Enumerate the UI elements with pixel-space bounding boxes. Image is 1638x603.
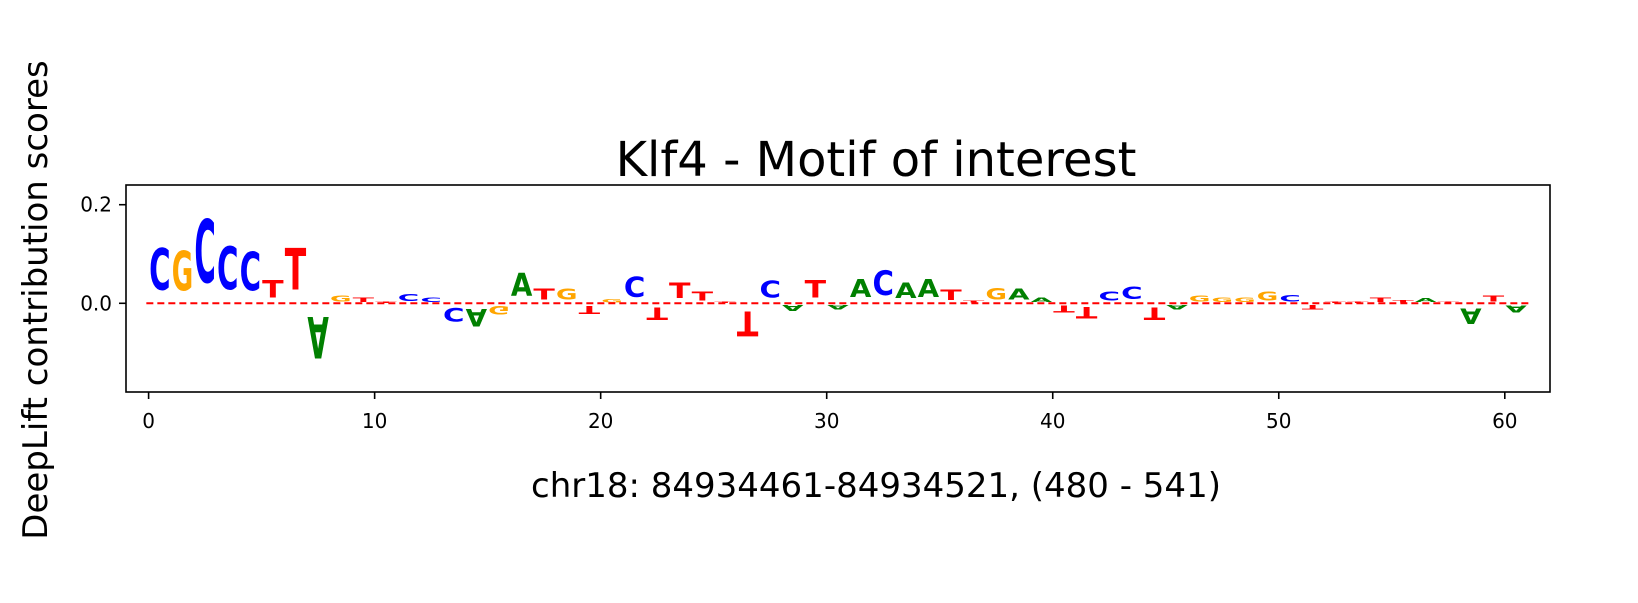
x-tick-label: 30	[814, 409, 839, 433]
logo-letter: G	[1234, 296, 1255, 303]
logo-letter: G	[556, 287, 577, 304]
logo-letter: C	[872, 265, 893, 303]
x-axis: 0 10 20 30 40 50 60	[142, 392, 1518, 433]
logo-letter: C	[217, 235, 238, 303]
logo-letter: A	[1505, 303, 1526, 314]
logo-letter: C	[1121, 284, 1142, 304]
logo-letter: T	[1483, 295, 1505, 304]
logo-letters: CGCCCTTAGTTCCCAGATGTGCTTTTTCATAACAATTGAA…	[149, 204, 1527, 371]
logo-letter: T	[285, 236, 307, 303]
logo-letter: T	[646, 303, 668, 322]
x-tick-label: 0	[142, 409, 155, 433]
logo-letter: T	[669, 279, 691, 303]
logo-letter: G	[172, 240, 193, 304]
logo-letter: G	[985, 285, 1006, 303]
logo-letter: T	[737, 303, 759, 342]
logo-letter: C	[420, 296, 441, 303]
logo-letter: A	[850, 274, 872, 304]
logo-letter: C	[1099, 289, 1120, 304]
logo-letter: T	[692, 289, 714, 304]
logo-letter: T	[262, 275, 284, 304]
logo-letter: T	[1325, 301, 1348, 303]
logo-letter: A	[466, 303, 488, 331]
logo-letter: T	[714, 302, 737, 303]
logo-letter: G	[1257, 289, 1278, 304]
logo-letter: G	[1212, 296, 1233, 303]
logo-letter: T	[375, 301, 398, 303]
logo-letter: C	[759, 278, 780, 304]
x-tick-label: 60	[1492, 409, 1517, 433]
y-axis: 0.0 0.2	[80, 193, 126, 315]
chart-title: Klf4 - Motif of interest	[616, 132, 1137, 188]
y-tick-label: 0.2	[80, 193, 112, 217]
logo-letter: A	[1008, 286, 1030, 303]
logo-letter: T	[1302, 303, 1324, 310]
logo-letter: T	[805, 275, 827, 304]
logo-letter: A	[782, 303, 804, 312]
logo-letter: A	[1460, 303, 1481, 328]
logo-letter: T	[1392, 299, 1414, 303]
logo-letter: A	[895, 279, 916, 304]
logo-letter: G	[488, 303, 509, 317]
logo-letter: T	[533, 286, 555, 303]
x-tick-label: 10	[362, 409, 387, 433]
logo-letter: A	[827, 303, 849, 311]
logo-letter: T	[353, 297, 375, 304]
x-tick-label: 20	[588, 409, 613, 433]
x-axis-title: chr18: 84934461-84934521, (480 - 541)	[531, 466, 1221, 506]
logo-letter: G	[601, 299, 622, 304]
logo-letter: A	[1415, 298, 1437, 304]
logo-letter: A	[511, 267, 532, 304]
logo-letter: T	[1053, 303, 1075, 314]
logo-letter: C	[240, 242, 261, 304]
logo-letter: T	[1076, 303, 1097, 322]
x-tick-label: 40	[1040, 409, 1065, 433]
logo-letter: C	[149, 237, 170, 304]
logo-letter: T	[579, 303, 600, 316]
logo-letter: C	[624, 272, 645, 304]
logo-letter: C	[194, 204, 215, 304]
logo-letter: A	[1031, 296, 1053, 304]
logo-letter: A	[307, 303, 329, 370]
plot-area-frame	[125, 184, 1551, 393]
logo-letter: C	[398, 293, 419, 304]
y-axis-title: DeepLift contribution scores	[16, 60, 56, 539]
logo-letter: C	[1279, 294, 1300, 304]
y-tick-label: 0.0	[80, 291, 112, 315]
logo-letter: T	[940, 287, 962, 304]
logo-letter: A	[1166, 303, 1188, 311]
logo-letter: T	[1370, 296, 1392, 303]
logo-letter: G	[330, 294, 351, 303]
logo-letter: T	[963, 300, 986, 303]
logo-letter: T	[1144, 303, 1166, 322]
x-tick-label: 50	[1266, 409, 1291, 433]
logo-letter: C	[443, 303, 464, 325]
logo-letter: A	[918, 274, 940, 304]
logo-letter: G	[1189, 294, 1210, 303]
